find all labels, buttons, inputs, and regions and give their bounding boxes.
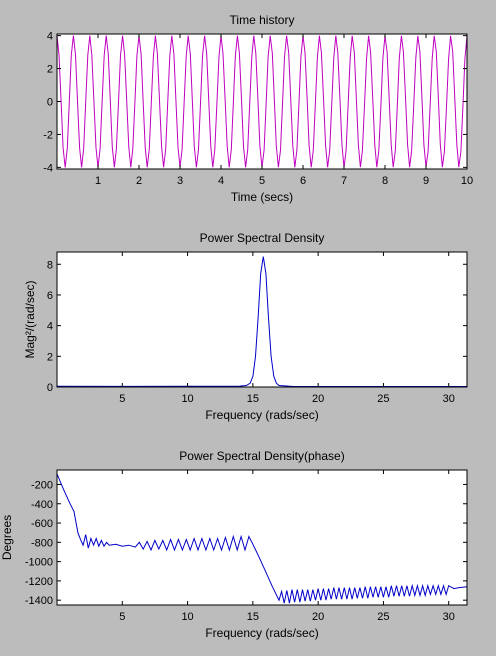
psd-phase-x-tick-label: 20 — [312, 611, 324, 623]
psd-magnitude-axes-frame — [56, 251, 468, 388]
time-history-axes-background — [57, 34, 467, 169]
psd-phase-y-tick-label: -800 — [31, 537, 53, 549]
psd-magnitude-y-tick-label: 0 — [47, 382, 53, 394]
psd-phase-y-tick-label: -200 — [31, 479, 53, 491]
psd-phase-plot: 5 10 15 20 25 30 -1400 -1200 -1000 -800 -600 -400 -2… — [0, 449, 468, 640]
time-history-x-tick-label: 9 — [423, 175, 429, 187]
psd-magnitude-y-tick-label: 6 — [47, 290, 53, 302]
time-history-x-tick-label: 5 — [259, 175, 265, 187]
psd-magnitude-y-tick-label: 2 — [47, 351, 53, 363]
psd-phase-series-line — [57, 473, 467, 604]
psd-phase-y-axis-label: Degrees — [0, 515, 14, 560]
time-history-x-tick-label: 4 — [218, 175, 224, 187]
time-history-x-tick-label: 3 — [177, 175, 183, 187]
psd-magnitude-series-line — [57, 256, 467, 387]
time-history-y-tick-label: 4 — [47, 31, 53, 43]
psd-magnitude-y-axis-label: Mag²/(rad/sec) — [23, 280, 37, 358]
psd-phase-x-axis-label: Frequency (rads/sec) — [205, 626, 318, 640]
time-history-x-tick-label: 7 — [341, 175, 347, 187]
psd-magnitude-x-tick-label: 5 — [119, 393, 125, 405]
time-history-title: Time history — [230, 13, 295, 27]
psd-phase-title: Power Spectral Density(phase) — [179, 449, 344, 463]
psd-phase-y-tick-label: -1400 — [25, 595, 53, 607]
psd-phase-x-tick-label: 25 — [377, 611, 389, 623]
psd-magnitude-x-tick-label: 25 — [377, 393, 389, 405]
time-history-y-tick-label: -4 — [43, 162, 53, 174]
time-history-x-tick-label: 1 — [95, 175, 101, 187]
time-history-y-tick-label: 0 — [47, 97, 53, 109]
time-history-x-tick-label: 6 — [300, 175, 306, 187]
time-history-x-axis-label: Time (secs) — [231, 190, 293, 204]
psd-phase-x-tick-label: 30 — [443, 611, 455, 623]
psd-phase-axes-background — [57, 470, 467, 605]
psd-phase-y-tick-label: -1200 — [25, 576, 53, 588]
psd-phase-x-tick-label: 15 — [247, 611, 259, 623]
time-history-plot: 1 2 3 4 5 6 7 8 9 10 -4 -2 0 2 4 Time history Time (secs… — [43, 13, 473, 204]
psd-phase-x-tick-label: 5 — [119, 611, 125, 623]
psd-phase-x-tick-label: 10 — [181, 611, 193, 623]
psd-magnitude-y-tick-label: 4 — [47, 321, 53, 333]
psd-magnitude-x-tick-label: 30 — [443, 393, 455, 405]
psd-magnitude-x-tick-label: 10 — [181, 393, 193, 405]
psd-magnitude-x-axis-label: Frequency (rads/sec) — [205, 408, 318, 422]
psd-magnitude-title: Power Spectral Density — [200, 231, 325, 245]
time-history-y-tick-label: 2 — [47, 64, 53, 76]
psd-phase-axes-frame — [56, 469, 468, 606]
psd-magnitude-x-tick-label: 20 — [312, 393, 324, 405]
psd-magnitude-y-tick-label: 8 — [47, 259, 53, 271]
time-history-x-tick-label: 10 — [461, 175, 473, 187]
time-history-x-tick-label: 2 — [136, 175, 142, 187]
psd-magnitude-x-tick-label: 15 — [247, 393, 259, 405]
time-history-x-tick-label: 8 — [382, 175, 388, 187]
psd-phase-y-tick-label: -400 — [31, 499, 53, 511]
time-history-y-tick-label: -2 — [43, 129, 53, 141]
psd-magnitude-axes-background — [57, 252, 467, 387]
psd-magnitude-plot: 5 10 15 20 25 30 0 2 4 6 8 Power Spectral Density Fr… — [23, 231, 468, 422]
psd-phase-y-tick-label: -600 — [31, 518, 53, 530]
psd-phase-y-tick-label: -1000 — [25, 557, 53, 569]
